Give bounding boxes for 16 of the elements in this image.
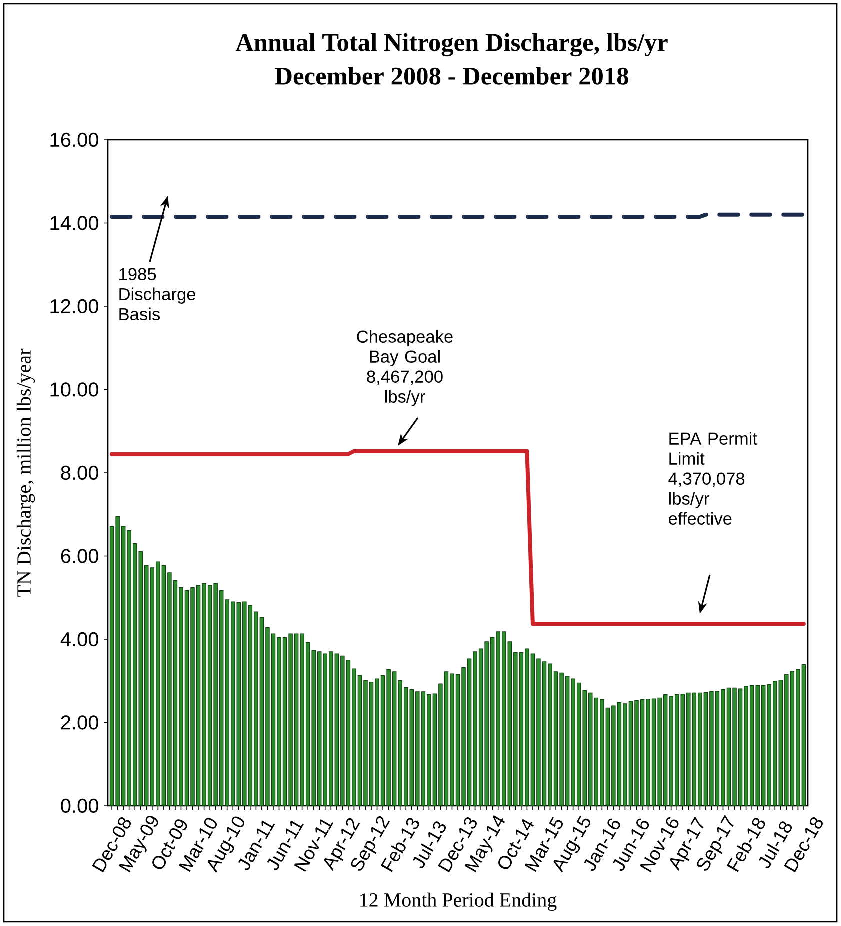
y-tick-label: 12.00: [50, 299, 98, 314]
annotation: Chesapeake Bay Goal 8,467,200 lbs/yr: [357, 330, 453, 406]
annotation: EPA Permit Limit 4,370,078 lbs/yr effective: [668, 432, 758, 525]
y-tick-label: 0.00: [61, 798, 98, 814]
y-tick-label: 16.00: [50, 132, 98, 148]
chart-subtitle: December 2008 - December 2018: [275, 67, 628, 85]
y-tick-label: 14.00: [50, 216, 98, 230]
y-tick-label: 6.00: [61, 549, 98, 564]
annotation: 1985 Discharge Basis: [120, 268, 196, 321]
y-tick-label: 4.00: [60, 632, 98, 647]
x-axis-title: 12 Month Period Ending: [360, 892, 557, 912]
y-axis-title: TN Discharge, million lbs/year: [16, 348, 36, 597]
chart-title: Annual Total Nitrogen Discharge, lbs/yr: [236, 33, 668, 57]
y-tick-label: 2.00: [61, 716, 98, 730]
y-tick-label: 10.00: [50, 382, 98, 397]
y-tick-label: 8.00: [61, 466, 98, 480]
